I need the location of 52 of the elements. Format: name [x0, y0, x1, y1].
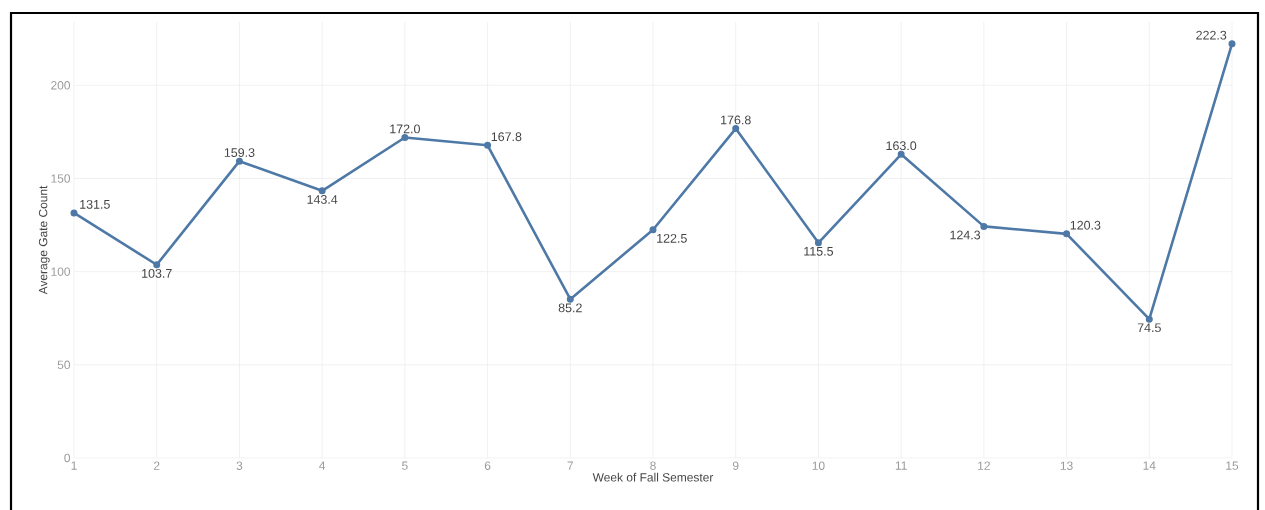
- point: [980, 222, 988, 230]
- point: [318, 187, 326, 195]
- y-tick-label: 100: [51, 267, 71, 276]
- data-label: 176.8: [721, 115, 751, 125]
- data-label: 74.5: [1137, 323, 1161, 333]
- x-tick-label: 4: [319, 461, 326, 470]
- y-tick-label: 150: [51, 174, 71, 183]
- point: [649, 226, 657, 234]
- data-label: 143.4: [307, 195, 338, 204]
- point: [732, 125, 740, 133]
- point: [484, 141, 492, 149]
- point: [814, 239, 822, 247]
- x-tick-label: 11: [895, 461, 907, 470]
- data-label: 124.3: [950, 230, 981, 240]
- data-label: 172.0: [390, 124, 420, 134]
- point: [1145, 315, 1153, 323]
- point: [235, 157, 243, 165]
- x-tick-label: 13: [1060, 461, 1073, 470]
- point: [70, 209, 78, 217]
- x-tick-label: 12: [978, 461, 990, 470]
- y-tick-label: 0: [64, 453, 71, 463]
- x-tick-label: 9: [732, 461, 739, 470]
- x-tick-label: 14: [1143, 461, 1156, 470]
- y-tick-label: 200: [51, 81, 71, 90]
- data-label: 163.0: [886, 141, 917, 151]
- point: [1063, 230, 1071, 238]
- point: [897, 150, 905, 158]
- data-label: 85.2: [558, 303, 582, 313]
- y-axis-title: Average Gate Count: [38, 185, 50, 295]
- data-label: 122.5: [657, 233, 687, 243]
- x-tick-label: 10: [812, 461, 825, 470]
- x-tick-label: 7: [567, 461, 574, 470]
- point: [401, 134, 409, 142]
- x-tick-label: 15: [1226, 461, 1239, 470]
- y-tick-label: 50: [57, 360, 71, 370]
- x-tick-label: 1: [71, 461, 77, 470]
- data-label: 159.3: [224, 148, 255, 157]
- data-label: 120.3: [1070, 220, 1101, 230]
- point: [1228, 40, 1236, 48]
- point: [153, 261, 161, 269]
- data-label: 103.7: [142, 268, 172, 278]
- x-tick-label: 5: [402, 461, 408, 470]
- data-label: 131.5: [80, 199, 110, 209]
- data-label: 167.8: [491, 132, 522, 142]
- data-label: 115.5: [804, 246, 834, 256]
- data-label: 222.3: [1196, 30, 1227, 40]
- x-tick-label: 3: [236, 461, 243, 470]
- x-tick-label: 8: [650, 461, 656, 470]
- x-tick-label: 2: [153, 461, 160, 470]
- point: [566, 295, 574, 303]
- x-tick-label: 6: [484, 461, 491, 470]
- x-axis-title: Week of Fall Semester: [592, 472, 714, 482]
